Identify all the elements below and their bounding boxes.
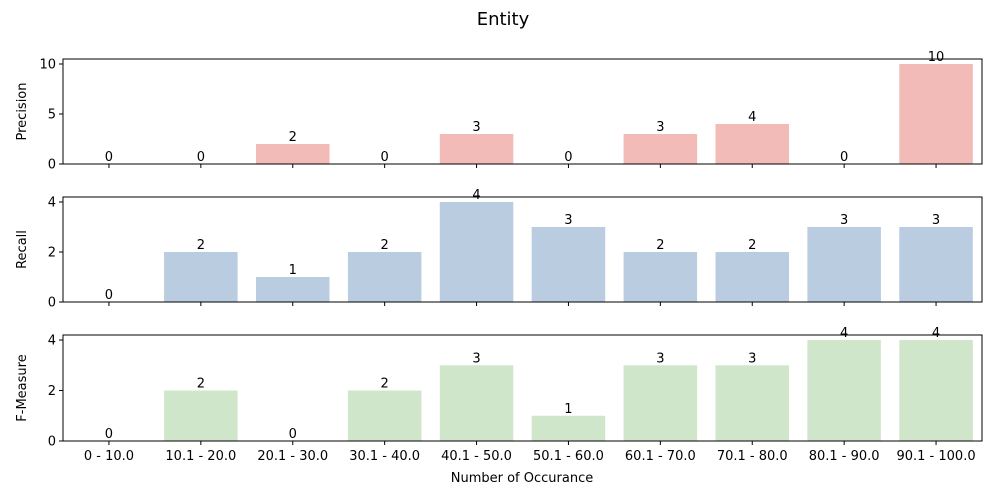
- bar-panel1-10: [899, 64, 973, 164]
- panel-frame-2: [62, 196, 983, 303]
- x-tick-label-3: 20.1 - 30.0: [257, 449, 328, 464]
- bar-panel2-4: [347, 252, 422, 302]
- data-label-panel2-3: 1: [289, 263, 297, 278]
- data-label-panel1-4: 0: [381, 150, 389, 165]
- data-label-panel3-7: 3: [656, 351, 664, 366]
- y-tick-label-panel1-2: 5: [48, 108, 56, 123]
- x-tick-label-7: 60.1 - 70.0: [625, 449, 696, 464]
- y-axis-label-panel2: Recall: [15, 230, 30, 269]
- bar-panel1-8: [715, 124, 790, 164]
- bar-panel3-9: [807, 340, 881, 441]
- bar-panel1-7: [623, 134, 698, 164]
- data-label-panel1-1: 0: [105, 150, 113, 165]
- bar-panel2-10: [899, 227, 973, 302]
- bar-panel1-3: [255, 144, 330, 164]
- data-label-panel3-1: 0: [105, 427, 113, 442]
- bar-panel2-7: [623, 252, 698, 302]
- y-tick-label-panel3-3: 4: [48, 334, 56, 349]
- data-label-panel3-2: 2: [197, 377, 205, 392]
- x-tick-label-8: 70.1 - 80.0: [717, 449, 788, 464]
- data-label-panel2-10: 3: [932, 213, 940, 228]
- data-label-panel2-1: 0: [105, 288, 113, 303]
- panel-1: 0 0 2 0 3 0 3 4 0 10 0 5 10 Precision: [15, 50, 983, 173]
- bar-panel3-2: [164, 390, 238, 441]
- data-label-panel1-7: 3: [656, 120, 664, 135]
- x-tick-label-10: 90.1 - 100.0: [896, 449, 975, 464]
- bar-panel2-9: [807, 227, 881, 302]
- bar-panel3-7: [623, 365, 698, 441]
- data-label-panel1-9: 0: [840, 150, 848, 165]
- data-label-panel1-10: 10: [928, 50, 945, 65]
- y-tick-label-panel1-1: 0: [48, 158, 56, 173]
- data-label-panel1-3: 2: [289, 130, 297, 145]
- y-tick-label-panel1-3: 10: [39, 58, 56, 73]
- x-tick-label-9: 80.1 - 90.0: [809, 449, 880, 464]
- data-label-panel2-5: 4: [472, 188, 480, 203]
- panel-frame-3: [62, 334, 983, 442]
- bar-panel2-2: [164, 252, 238, 302]
- data-label-panel2-6: 3: [564, 213, 572, 228]
- data-label-panel3-8: 3: [748, 351, 756, 366]
- y-tick-label-panel2-2: 2: [48, 246, 56, 261]
- x-axis-label: Number of Occurance: [451, 471, 593, 486]
- y-tick-label-panel3-2: 2: [48, 384, 56, 399]
- bar-panel2-5: [439, 202, 514, 302]
- bar-panel3-6: [531, 415, 606, 441]
- y-tick-label-panel3-1: 0: [48, 435, 56, 450]
- x-tick-label-1: 0 - 10.0: [84, 449, 134, 464]
- bar-panel3-10: [899, 340, 973, 441]
- panel-3: 0 2 0 2 3 1 3 3 4 4 0 2 4 F-Measure: [15, 326, 983, 450]
- data-label-panel3-3: 0: [289, 427, 297, 442]
- panel-frame-1: [62, 58, 983, 165]
- panel-2: 0 2 1 2 4 3 2 2 3 3 0 2 4 Recall: [15, 188, 983, 311]
- bar-panel2-3: [255, 277, 330, 302]
- x-tick-label-4: 30.1 - 40.0: [349, 449, 420, 464]
- x-tick-label-5: 40.1 - 50.0: [441, 449, 512, 464]
- bar-panel2-8: [715, 252, 790, 302]
- y-tick-label-panel2-3: 4: [48, 196, 56, 211]
- bar-panel1-5: [439, 134, 514, 164]
- y-tick-label-panel2-1: 0: [48, 296, 56, 311]
- bar-panel3-4: [347, 390, 422, 441]
- bar-panel2-6: [531, 227, 606, 302]
- data-label-panel3-4: 2: [381, 377, 389, 392]
- data-label-panel3-10: 4: [932, 326, 940, 341]
- data-label-panel2-8: 2: [748, 238, 756, 253]
- y-axis-label-panel1: Precision: [15, 82, 30, 140]
- y-axis-label-panel3: F-Measure: [15, 354, 30, 421]
- data-label-panel3-5: 3: [472, 351, 480, 366]
- data-label-panel3-6: 1: [564, 402, 572, 417]
- x-tick-label-6: 50.1 - 60.0: [533, 449, 604, 464]
- bar-panel3-5: [439, 365, 514, 441]
- chart-title: Entity: [477, 9, 530, 30]
- bar-panel3-8: [715, 365, 790, 441]
- data-label-panel2-9: 3: [840, 213, 848, 228]
- data-label-panel3-9: 4: [840, 326, 848, 341]
- data-label-panel2-2: 2: [197, 238, 205, 253]
- x-tick-labels: 0 - 10.0 10.1 - 20.0 20.1 - 30.0 30.1 - 40.…: [84, 449, 976, 464]
- data-label-panel1-2: 0: [197, 150, 205, 165]
- data-label-panel1-6: 0: [564, 150, 572, 165]
- data-label-panel2-7: 2: [656, 238, 664, 253]
- x-tick-label-2: 10.1 - 20.0: [165, 449, 236, 464]
- data-label-panel1-8: 4: [748, 110, 756, 125]
- data-label-panel1-5: 3: [472, 120, 480, 135]
- data-label-panel2-4: 2: [381, 238, 389, 253]
